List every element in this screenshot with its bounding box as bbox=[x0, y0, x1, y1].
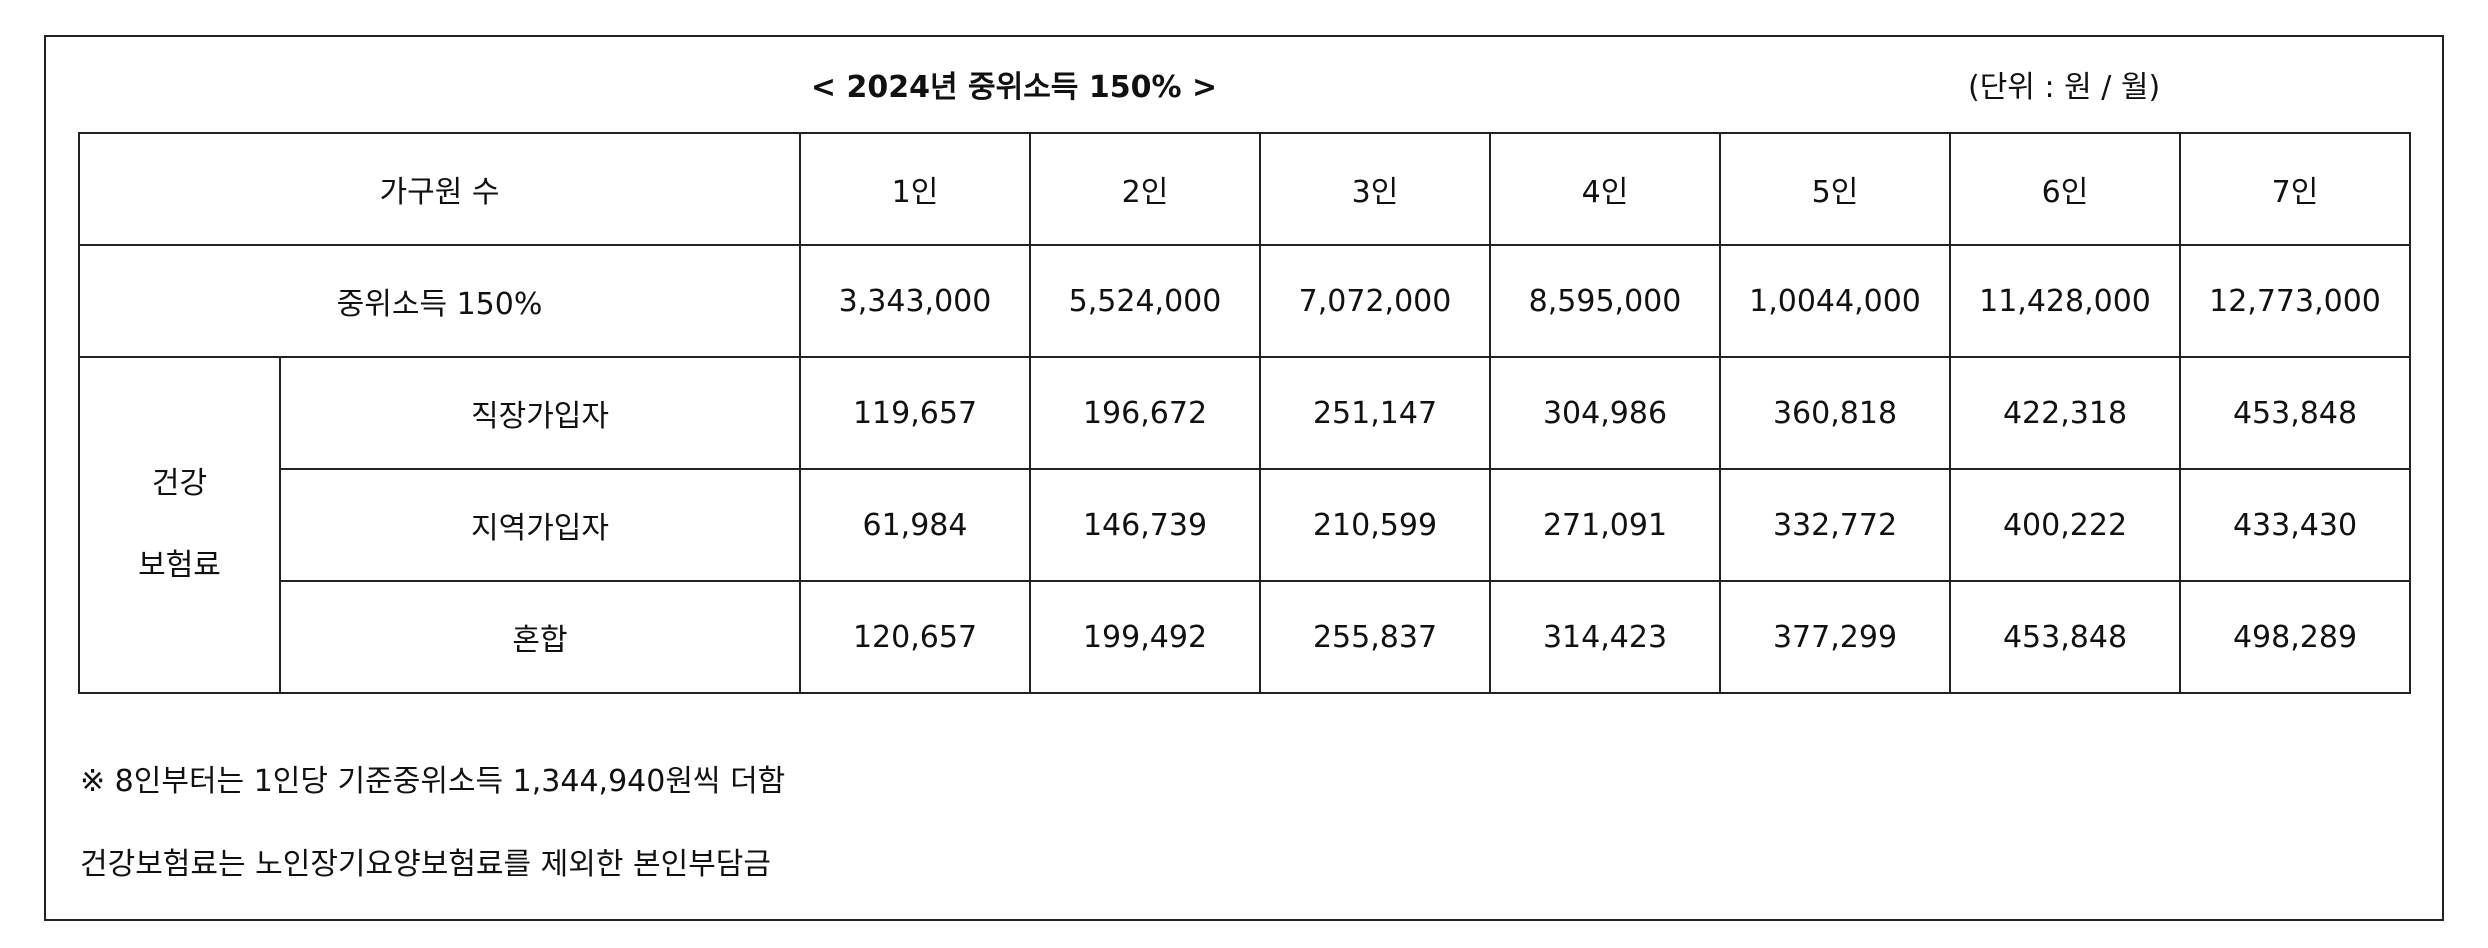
insurance-row-mixed: 혼합 120,657 199,492 255,837 314,423 377,2… bbox=[79, 580, 2411, 694]
table-cell: 1,0044,000 bbox=[1719, 244, 1951, 358]
income-table: 가구원 수 1인 2인 3인 4인 5인 6인 7인 중위소득 150% 3,3… bbox=[78, 132, 2411, 694]
column-header: 2인 bbox=[1029, 132, 1261, 246]
table-cell: 199,492 bbox=[1029, 580, 1261, 694]
unit-label: (단위 : 원 / 월) bbox=[1968, 70, 2161, 105]
table-cell: 360,818 bbox=[1719, 356, 1951, 470]
health-insurance-label-line1: 건강 bbox=[151, 466, 208, 501]
median-income-label: 중위소득 150% bbox=[78, 244, 801, 358]
table-cell: 5,524,000 bbox=[1029, 244, 1261, 358]
table-cell: 146,739 bbox=[1029, 468, 1261, 582]
table-cell: 400,222 bbox=[1949, 468, 2181, 582]
footnote-insurance: 건강보험료는 노인장기요양보험료를 제외한 본인부담금 bbox=[80, 847, 772, 882]
health-insurance-label-line2: 보험료 bbox=[138, 548, 221, 583]
insurance-row-employee: 건강 보험료 직장가입자 119,657 196,672 251,147 304… bbox=[78, 356, 2411, 694]
row-label: 지역가입자 bbox=[279, 468, 801, 582]
table-cell: 453,848 bbox=[2179, 356, 2411, 470]
table-cell: 498,289 bbox=[2179, 580, 2411, 694]
column-header: 6인 bbox=[1949, 132, 2181, 246]
table-cell: 3,343,000 bbox=[799, 244, 1031, 358]
table-cell: 422,318 bbox=[1949, 356, 2181, 470]
table-cell: 255,837 bbox=[1259, 580, 1491, 694]
table-title: < 2024년 중위소득 150% > bbox=[810, 70, 1218, 105]
table-cell: 271,091 bbox=[1489, 468, 1721, 582]
household-size-header: 가구원 수 bbox=[78, 132, 801, 246]
column-header: 7인 bbox=[2179, 132, 2411, 246]
health-insurance-label: 건강 보험료 bbox=[78, 356, 281, 694]
table-cell: 304,986 bbox=[1489, 356, 1721, 470]
column-header: 4인 bbox=[1489, 132, 1721, 246]
table-cell: 433,430 bbox=[2179, 468, 2411, 582]
header-row: 가구원 수 1인 2인 3인 4인 5인 6인 7인 bbox=[78, 132, 2411, 246]
table-cell: 7,072,000 bbox=[1259, 244, 1491, 358]
table-cell: 12,773,000 bbox=[2179, 244, 2411, 358]
table-cell: 314,423 bbox=[1489, 580, 1721, 694]
content-frame bbox=[44, 35, 2444, 921]
table-cell: 377,299 bbox=[1719, 580, 1951, 694]
table-cell: 251,147 bbox=[1259, 356, 1491, 470]
median-income-row: 중위소득 150% 3,343,000 5,524,000 7,072,000 … bbox=[78, 244, 2411, 358]
row-label: 직장가입자 bbox=[279, 356, 801, 470]
table-cell: 453,848 bbox=[1949, 580, 2181, 694]
table-cell: 8,595,000 bbox=[1489, 244, 1721, 358]
column-header: 5인 bbox=[1719, 132, 1951, 246]
insurance-row-regional: 지역가입자 61,984 146,739 210,599 271,091 332… bbox=[79, 468, 2411, 582]
table-cell: 332,772 bbox=[1719, 468, 1951, 582]
table-cell: 210,599 bbox=[1259, 468, 1491, 582]
table-cell: 61,984 bbox=[799, 468, 1031, 582]
footnote-additional-member: ※ 8인부터는 1인당 기준중위소득 1,344,940원씩 더함 bbox=[80, 764, 786, 799]
table-cell: 119,657 bbox=[799, 356, 1031, 470]
table-cell: 120,657 bbox=[799, 580, 1031, 694]
column-header: 1인 bbox=[799, 132, 1031, 246]
table-cell: 11,428,000 bbox=[1949, 244, 2181, 358]
table-cell: 196,672 bbox=[1029, 356, 1261, 470]
row-label: 혼합 bbox=[279, 580, 801, 694]
column-header: 3인 bbox=[1259, 132, 1491, 246]
